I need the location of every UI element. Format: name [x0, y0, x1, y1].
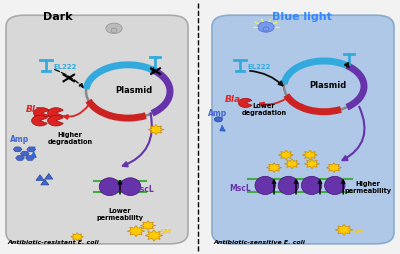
Wedge shape: [238, 98, 252, 107]
Text: Bla: Bla: [225, 94, 241, 104]
FancyArrowPatch shape: [342, 107, 364, 160]
Wedge shape: [48, 108, 63, 118]
Polygon shape: [45, 173, 53, 179]
Polygon shape: [127, 226, 145, 237]
FancyArrowPatch shape: [55, 70, 83, 87]
Text: MscL: MscL: [132, 185, 154, 194]
Wedge shape: [48, 115, 63, 126]
Polygon shape: [148, 124, 164, 135]
Text: Antibiotic-sensitive E. coli: Antibiotic-sensitive E. coli: [214, 240, 306, 245]
Text: Amp: Amp: [208, 108, 228, 118]
Polygon shape: [266, 163, 282, 172]
Text: Plasmid: Plasmid: [309, 81, 347, 90]
Polygon shape: [41, 179, 49, 185]
Text: Higher
permeability: Higher permeability: [344, 181, 392, 195]
Polygon shape: [145, 230, 163, 241]
Text: Antibiotic-resistant E. coli: Antibiotic-resistant E. coli: [7, 240, 99, 245]
Ellipse shape: [120, 178, 141, 196]
Text: EL222: EL222: [247, 64, 270, 70]
Wedge shape: [32, 115, 47, 126]
FancyArrowPatch shape: [64, 105, 88, 119]
Circle shape: [106, 23, 122, 34]
Polygon shape: [140, 221, 156, 230]
Polygon shape: [302, 150, 318, 160]
Text: SM: SM: [352, 229, 364, 235]
FancyBboxPatch shape: [111, 28, 117, 32]
Polygon shape: [284, 159, 300, 169]
Text: Lower
permeability: Lower permeability: [96, 208, 144, 221]
Polygon shape: [278, 150, 294, 160]
Ellipse shape: [278, 176, 299, 195]
FancyArrowPatch shape: [123, 113, 152, 166]
Wedge shape: [34, 108, 49, 118]
Ellipse shape: [301, 176, 322, 195]
Polygon shape: [20, 151, 29, 156]
Text: Higher
degradation: Higher degradation: [48, 132, 92, 145]
FancyArrowPatch shape: [250, 71, 283, 86]
Polygon shape: [36, 175, 44, 180]
FancyArrowPatch shape: [32, 147, 36, 157]
Polygon shape: [26, 155, 34, 161]
Text: Bla: Bla: [26, 105, 42, 114]
Circle shape: [214, 117, 222, 122]
Circle shape: [258, 22, 274, 32]
Ellipse shape: [324, 176, 345, 195]
FancyBboxPatch shape: [263, 27, 269, 31]
Ellipse shape: [99, 178, 120, 196]
Polygon shape: [335, 224, 353, 235]
Polygon shape: [27, 147, 36, 152]
Text: SM: SM: [160, 229, 172, 235]
FancyBboxPatch shape: [6, 15, 188, 244]
Polygon shape: [326, 163, 342, 172]
Polygon shape: [71, 233, 84, 241]
FancyArrowPatch shape: [260, 99, 285, 106]
FancyArrowPatch shape: [220, 126, 224, 131]
Polygon shape: [13, 147, 22, 152]
Polygon shape: [304, 159, 320, 169]
FancyArrowPatch shape: [151, 69, 154, 72]
Text: Lower
degradation: Lower degradation: [242, 103, 286, 116]
FancyBboxPatch shape: [212, 15, 394, 244]
Text: Plasmid: Plasmid: [115, 86, 153, 95]
FancyArrowPatch shape: [345, 63, 349, 67]
Text: EL222: EL222: [53, 64, 76, 70]
Text: Blue light: Blue light: [272, 11, 332, 22]
Ellipse shape: [255, 176, 276, 195]
Text: Dark: Dark: [43, 11, 73, 22]
Polygon shape: [16, 155, 24, 161]
Text: Amp: Amp: [10, 135, 30, 144]
Text: MscL: MscL: [229, 184, 251, 193]
